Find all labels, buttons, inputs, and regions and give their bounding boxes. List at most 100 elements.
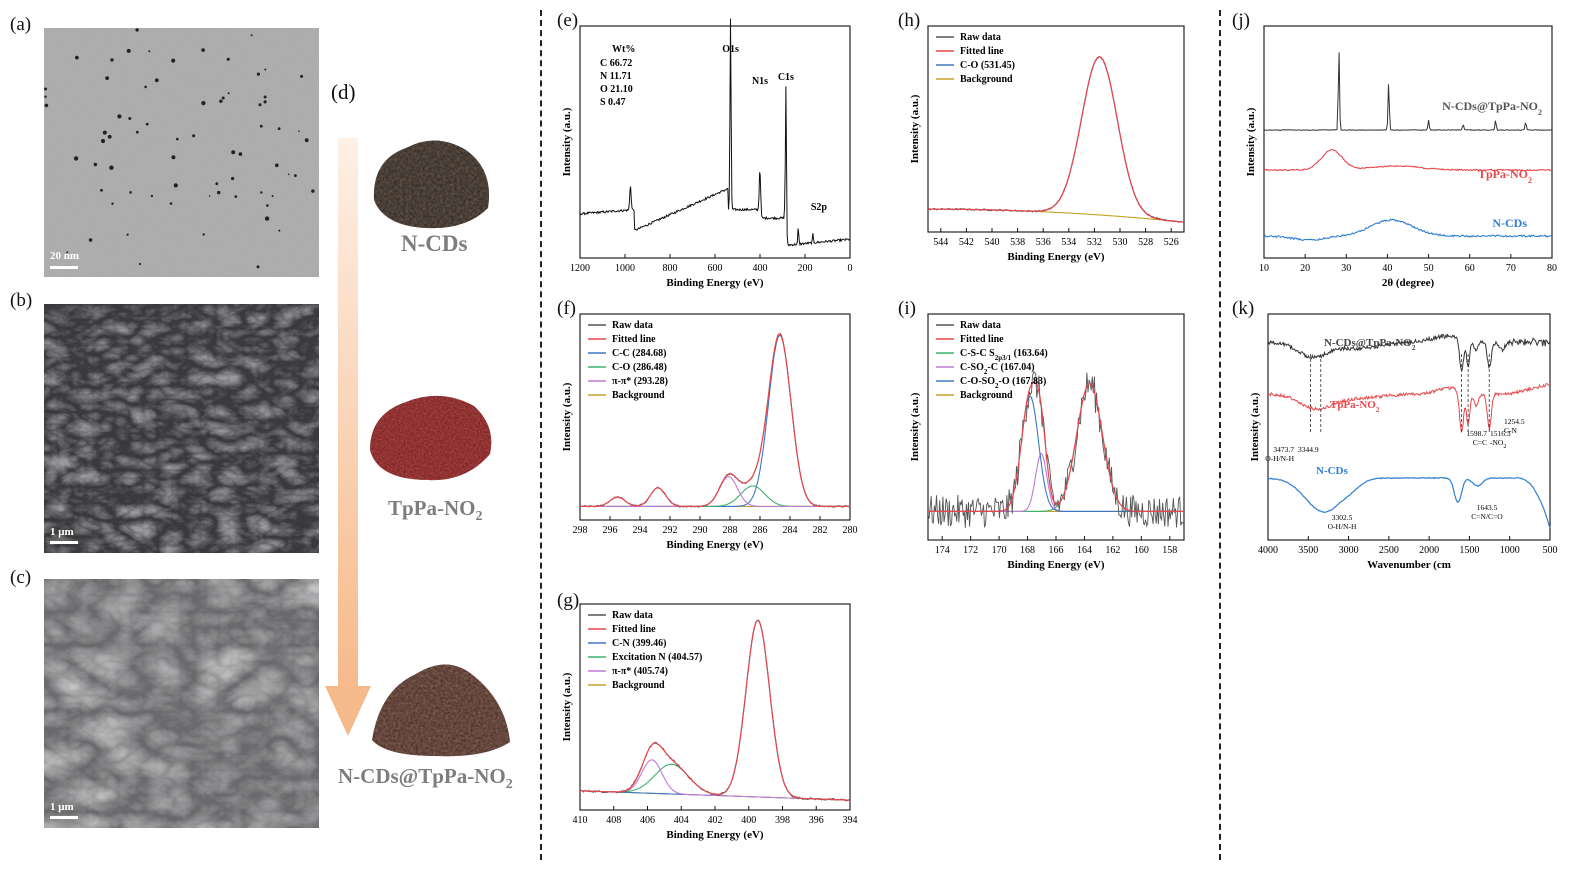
nanoparticle (150, 194, 154, 198)
nanoparticle (173, 183, 178, 188)
x-axis-label: 2θ (degree) (1382, 277, 1435, 289)
nanoparticle (93, 162, 98, 167)
tem-texture (44, 28, 319, 277)
panel-label-h: (h) (898, 10, 921, 31)
legend-tail: -C (167.04) (987, 362, 1034, 373)
legend-entry: C-SO2-C (167.04) (960, 362, 1035, 376)
legend-entry: Background (612, 390, 665, 401)
panel-label-f: (f) (557, 298, 576, 319)
chart-j-xrd: 10 20 30 40 50 60 70 80 2θ (degree) Intensity (a.… (1245, 25, 1557, 289)
xrd-series-ncds (1263, 218, 1553, 242)
nanoparticle (256, 265, 260, 269)
nanoparticle (238, 152, 243, 156)
annotation-value: 1643.5 (1477, 503, 1498, 512)
y-axis-label: Intensity (a.u.) (909, 392, 921, 461)
ftir-series-ncds (1267, 476, 1551, 529)
x-tick-label: 404 (674, 815, 689, 826)
x-tick-label: 160 (1134, 545, 1149, 556)
panel-label-g: (g) (557, 590, 580, 611)
panel-label-a: (a) (10, 14, 32, 35)
tppa-label-sub: 2 (475, 509, 483, 525)
tppa-label: TpPa-NO2 (388, 496, 483, 525)
nanoparticle (100, 138, 106, 144)
x-tick-label: 500 (1543, 545, 1558, 556)
chart-i-s2p: 174 172 170 168 166 164 162 160 158 Binding Energ… (909, 313, 1185, 571)
peak-label: N1s (752, 76, 768, 87)
ncds-label: N-CDs (401, 231, 468, 256)
x-tick-label: 532 (1087, 237, 1102, 248)
legend-entry: Raw data (960, 32, 1001, 43)
x-tick-label: 162 (1105, 545, 1120, 556)
panel-label-k: (k) (1232, 298, 1255, 319)
x-axis-label: Binding Energy (eV) (1007, 251, 1105, 263)
legend-entry: Fitted line (960, 46, 1004, 57)
series-label: TpPa-NO2 (1478, 167, 1532, 185)
plot-frame (927, 25, 1185, 233)
scale-text-b: 1 μm (50, 526, 74, 538)
x-tick-label: 50 (1424, 263, 1434, 274)
x-axis-label: Binding Energy (eV) (666, 539, 764, 551)
nanoparticle (135, 28, 139, 32)
nanoparticle (294, 174, 297, 178)
divider-right (1219, 10, 1221, 860)
nanoparticle (208, 195, 211, 197)
panel-label-i: (i) (898, 298, 916, 319)
raw-data-line (927, 371, 1185, 528)
x-axis-label: Binding Energy (eV) (1007, 559, 1105, 571)
divider-left (540, 10, 542, 860)
nanoparticle (304, 138, 309, 143)
legend-entry: C-C (284.68) (612, 348, 666, 359)
nanoparticle (192, 134, 196, 138)
legend-entry: Raw data (612, 320, 653, 331)
nanoparticle (105, 76, 109, 80)
xrd-series-composite (1263, 52, 1553, 131)
x-axis-label: Binding Energy (eV) (666, 277, 764, 289)
panel-label-d: (d) (331, 80, 356, 104)
nanoparticle (287, 173, 290, 176)
legend-entry: π-π* (293.28) (612, 376, 668, 387)
nanoparticle (231, 176, 235, 181)
legend-tail: -O (167.83) (999, 376, 1047, 387)
legend-entry: Fitted line (960, 334, 1004, 345)
x-tick-label: 530 (1113, 237, 1128, 248)
component-peak (928, 395, 1184, 512)
fitted-line (580, 333, 850, 507)
nanoparticle (176, 137, 179, 141)
legend-entry: Raw data (612, 610, 653, 621)
nanoparticle (107, 134, 112, 139)
x-tick-label: 600 (708, 263, 723, 274)
legend-sub: 2 (984, 368, 988, 376)
nanoparticle (256, 72, 260, 76)
x-tick-label: 4000 (1258, 545, 1278, 556)
nanoparticle (171, 58, 176, 63)
legend-entry: π-π* (405.74) (612, 666, 668, 677)
legend-sub: 2 (995, 382, 999, 390)
composite-label-sub: 2 (505, 777, 513, 793)
panel-label-b: (b) (10, 290, 33, 311)
scale-bar-a (50, 266, 78, 269)
nanoparticle (126, 48, 131, 53)
panel-label-j: (j) (1232, 10, 1250, 31)
panel-label-e: (e) (557, 10, 579, 31)
composition-title: Wt% (612, 44, 635, 55)
scale-bar-c (50, 816, 78, 819)
x-tick-label: 200 (798, 263, 813, 274)
legend-entry: C-N (399.46) (612, 638, 666, 649)
legend-entry: Fitted line (612, 334, 656, 345)
scale-text-c: 1 μm (50, 801, 74, 813)
nanoparticle (100, 188, 103, 192)
series-label-sub: 2 (1412, 344, 1416, 352)
series-label: N-CDs@TpPa-NO2 (1442, 99, 1542, 117)
tem-image (44, 28, 319, 277)
x-tick-label: 2000 (1419, 545, 1439, 556)
x-tick-label: 280 (843, 525, 858, 536)
nanoparticle (139, 262, 142, 266)
nanoparticle (298, 130, 300, 133)
nanoparticle (144, 85, 147, 89)
scale-text-a: 20 nm (50, 250, 80, 262)
xrd-series-tppa (1263, 148, 1553, 172)
nanoparticle (145, 122, 149, 126)
fitted-line (928, 381, 1184, 512)
annotation-value: 1598.7 (1466, 429, 1487, 438)
x-tick-label: 284 (783, 525, 798, 536)
